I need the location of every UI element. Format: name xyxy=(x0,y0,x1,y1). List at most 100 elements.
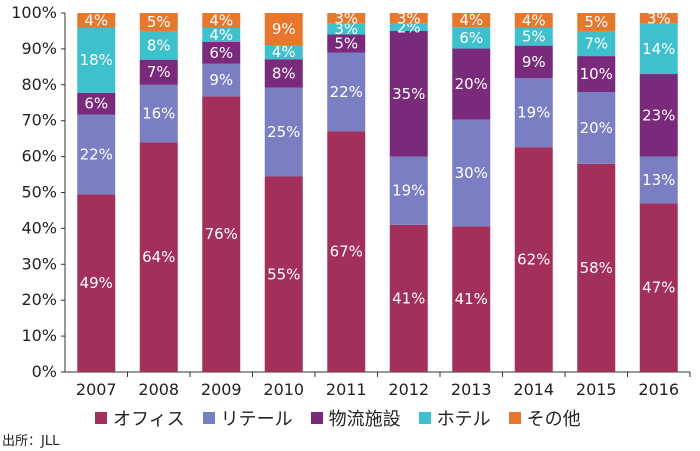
data-label: 3% xyxy=(334,9,358,27)
bar-segment xyxy=(202,42,241,64)
y-tick-label: 100% xyxy=(11,3,57,22)
data-label: 6% xyxy=(459,29,483,47)
y-tick-label: 20% xyxy=(21,290,57,309)
data-label: 4% xyxy=(209,26,233,44)
bar-segment xyxy=(577,163,616,372)
bar-segment xyxy=(452,226,491,372)
bar-segment xyxy=(577,30,616,57)
data-label: 19% xyxy=(392,182,425,200)
data-label: 14% xyxy=(642,40,675,58)
data-label: 30% xyxy=(455,164,488,182)
data-label: 4% xyxy=(522,11,546,29)
bar-segment xyxy=(327,34,366,53)
bar-segment xyxy=(514,13,553,28)
x-tick-label: 2011 xyxy=(326,380,367,399)
legend-label: その他 xyxy=(526,409,581,430)
bar-segment xyxy=(389,30,428,157)
bar-segment xyxy=(264,13,303,45)
bar-segment xyxy=(264,176,303,372)
data-label: 22% xyxy=(330,83,363,101)
bar-segment xyxy=(327,13,366,24)
y-tick-label: 10% xyxy=(21,326,57,345)
y-tick-label: 30% xyxy=(21,254,57,273)
x-tick-label: 2010 xyxy=(263,380,304,399)
data-label: 19% xyxy=(517,104,550,122)
data-label: 35% xyxy=(392,85,425,103)
data-label: 62% xyxy=(517,251,550,269)
bar-segment xyxy=(389,13,428,24)
y-tick-label: 90% xyxy=(21,39,57,58)
legend-swatch xyxy=(508,412,521,424)
data-label: 55% xyxy=(267,265,300,283)
legend: オフィス リテール 物流施設 ホテル その他 xyxy=(95,406,599,430)
data-label: 4% xyxy=(459,11,483,29)
bar-segment xyxy=(452,13,491,28)
bar-segment xyxy=(264,44,303,60)
data-label: 3% xyxy=(334,20,358,38)
bar-segment xyxy=(514,147,553,372)
bar-segment xyxy=(639,203,678,372)
x-tick-label: 2012 xyxy=(388,380,429,399)
legend-item: オフィス xyxy=(95,405,185,431)
bar-segment xyxy=(202,96,241,372)
data-label: 49% xyxy=(80,274,113,292)
data-label: 8% xyxy=(272,64,296,82)
bar-segment xyxy=(77,194,116,372)
data-label: 41% xyxy=(455,290,488,308)
data-label: 25% xyxy=(267,123,300,141)
bars: 49%22%6%18%4%64%16%7%8%5%76%9%6%4%4%55%2… xyxy=(77,9,678,372)
data-label: 6% xyxy=(209,44,233,62)
data-label: 41% xyxy=(392,289,425,307)
legend-item: ホテル xyxy=(418,405,491,431)
legend-label: 物流施設 xyxy=(328,409,401,430)
y-tick-label: 0% xyxy=(32,362,57,381)
data-label: 4% xyxy=(272,43,296,61)
bar-segment xyxy=(202,13,241,28)
data-label: 5% xyxy=(147,13,171,31)
bar-segment xyxy=(639,13,678,24)
data-label: 7% xyxy=(584,35,608,53)
bar-segment xyxy=(389,224,428,372)
bar-segment xyxy=(139,59,178,85)
bar-segment xyxy=(452,27,491,49)
data-label: 7% xyxy=(147,63,171,81)
data-label: 3% xyxy=(397,9,421,27)
data-label: 20% xyxy=(580,119,613,137)
bar-segment xyxy=(327,52,366,132)
legend-item: その他 xyxy=(508,405,581,431)
data-label: 9% xyxy=(209,71,233,89)
data-label: 64% xyxy=(142,248,175,266)
data-label: 20% xyxy=(455,75,488,93)
data-label: 22% xyxy=(80,145,113,163)
bar-segment xyxy=(202,63,241,97)
data-label: 47% xyxy=(642,279,675,297)
bar-segment xyxy=(77,92,116,115)
legend-item: リテール xyxy=(202,405,293,431)
y-tick-label: 70% xyxy=(21,111,57,130)
x-tick-label: 2015 xyxy=(576,380,617,399)
bar-segment xyxy=(577,13,616,31)
bar-segment xyxy=(327,131,366,372)
bar-segment xyxy=(139,142,178,372)
legend-label: ホテル xyxy=(436,409,491,430)
data-label: 76% xyxy=(205,225,238,243)
data-label: 9% xyxy=(522,53,546,71)
bar-segment xyxy=(327,23,366,35)
source-note: 出所：JLL xyxy=(2,434,60,449)
x-tick-label: 2016 xyxy=(638,380,679,399)
data-label: 10% xyxy=(580,65,613,83)
x-tick-label: 2008 xyxy=(138,380,179,399)
bar-segment xyxy=(77,27,116,93)
y-axis: 0% 10% 20% 30% 40% 50% 60% 70% 80% 90% 100% xyxy=(11,3,66,381)
bar-segment xyxy=(514,45,553,79)
x-tick-label: 2009 xyxy=(201,380,242,399)
bar-segment xyxy=(264,59,303,88)
bar-segment xyxy=(264,87,303,177)
bar-segment xyxy=(202,27,241,43)
data-label: 13% xyxy=(642,171,675,189)
bar-segment xyxy=(514,78,553,148)
bar-segment xyxy=(577,56,616,92)
data-label: 4% xyxy=(209,11,233,29)
stacked-bar-chart: 0%10%20%30%40%50%60%70%80%90%100% 2007 20… xyxy=(11,3,691,399)
legend-label: リテール xyxy=(220,409,293,430)
